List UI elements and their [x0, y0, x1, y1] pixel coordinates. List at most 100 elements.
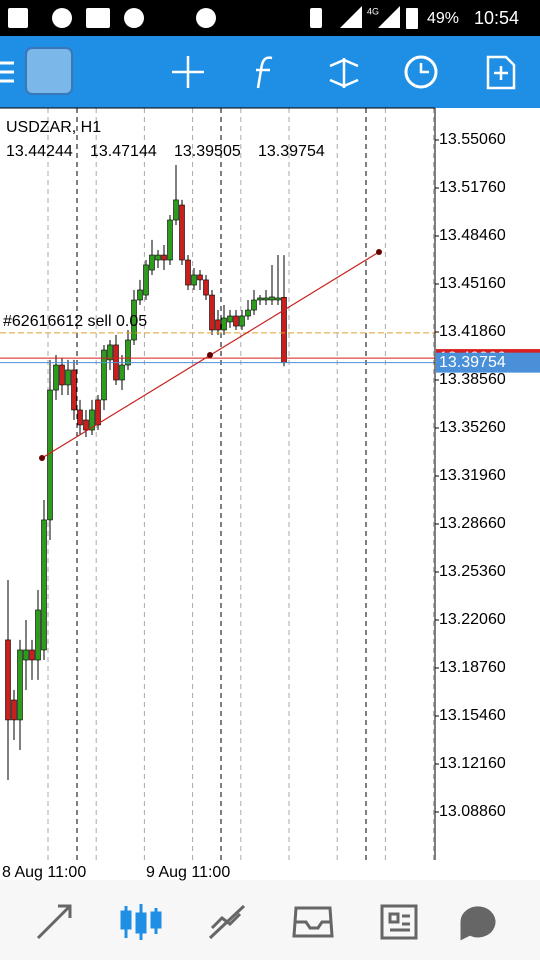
candle-body — [209, 294, 215, 331]
y-tick-label: 13.35260 — [439, 419, 506, 436]
candle-body — [53, 364, 59, 391]
candle-body — [29, 649, 35, 661]
candle-body — [215, 319, 221, 331]
x-tick-label: 9 Aug 11:00 — [146, 864, 230, 881]
network-type: 4G — [367, 6, 379, 16]
menu-button[interactable] — [0, 61, 14, 83]
ohlc-value: 13.39505 — [174, 143, 241, 160]
y-tick-label: 13.22060 — [439, 611, 506, 628]
y-tick-label: 13.41860 — [439, 323, 506, 340]
candle-body — [107, 344, 113, 361]
x-tick-label: 8 Aug 11:00 — [2, 864, 86, 881]
timeframe-button[interactable] — [404, 55, 438, 89]
candle-body — [125, 339, 131, 366]
y-tick-label: 13.31960 — [439, 467, 506, 484]
chart — [0, 108, 540, 860]
candle-body — [245, 309, 251, 317]
ohlc-value: 13.44244 — [6, 143, 73, 160]
candle-body — [71, 369, 77, 411]
candle-body — [281, 297, 287, 363]
candle-body — [167, 219, 173, 261]
y-tick-label: 13.55060 — [439, 131, 506, 148]
nav-quotes[interactable] — [36, 904, 72, 940]
status-icons — [8, 6, 418, 29]
candle-body — [131, 299, 137, 341]
candle-body — [119, 364, 125, 381]
candle-body — [95, 399, 101, 426]
trend-anchor[interactable] — [207, 352, 213, 358]
candle-body — [185, 259, 191, 286]
bid-price-box — [436, 352, 540, 373]
trend-anchor[interactable] — [376, 249, 382, 255]
nav-history[interactable] — [292, 906, 334, 938]
candle-body — [83, 419, 89, 431]
candle-body — [263, 297, 269, 301]
candle-body — [155, 254, 161, 261]
candle-body — [23, 649, 29, 661]
battery-level: 49% — [427, 10, 459, 27]
candle-body — [191, 274, 197, 286]
candle-body — [89, 409, 95, 431]
indicators-button[interactable] — [256, 56, 273, 89]
candle-body — [41, 519, 47, 651]
trade-button[interactable] — [329, 58, 359, 88]
bottom-nav — [0, 880, 540, 960]
y-tick-label: 13.25360 — [439, 563, 506, 580]
candle-body — [179, 204, 185, 261]
order-label: #62616612 sell 0.05 — [3, 313, 147, 330]
crosshair-button[interactable] — [172, 56, 204, 88]
candle-body — [227, 315, 233, 323]
candle-body — [17, 649, 23, 721]
candle-body — [221, 317, 227, 331]
candle-body — [233, 315, 239, 327]
candle-body — [77, 409, 83, 426]
y-tick-label: 13.28660 — [439, 515, 506, 532]
nav-news[interactable] — [380, 904, 418, 940]
nav-icons — [36, 904, 496, 941]
y-tick-label: 13.51760 — [439, 179, 506, 196]
candle-body — [47, 389, 53, 521]
candle-body — [173, 199, 179, 221]
candle-body — [239, 315, 245, 327]
chart-area — [0, 108, 540, 860]
candle-body — [203, 279, 209, 296]
candle-body — [5, 639, 11, 721]
timeframe-hands — [419, 63, 429, 74]
ohlc-value: 13.39754 — [258, 143, 325, 160]
y-tick-label: 13.08860 — [439, 803, 506, 820]
candle-body — [143, 264, 149, 296]
overlay — [39, 249, 382, 461]
clock: 10:54 — [474, 8, 519, 28]
candle-body — [11, 699, 17, 721]
new-order-button[interactable] — [486, 55, 516, 90]
candle-body — [161, 254, 167, 261]
candle-body — [197, 274, 203, 281]
candle-body — [35, 609, 41, 661]
chart-title: USDZAR, H1 — [6, 119, 101, 136]
candle-body — [251, 299, 257, 311]
y-tick-label: 13.18760 — [439, 659, 506, 676]
toolbar-icons — [0, 47, 516, 95]
nav-chat[interactable] — [460, 906, 496, 941]
bid-price-label: 13.39754 — [439, 354, 506, 371]
candle-body — [257, 297, 263, 301]
y-tick-label: 13.12160 — [439, 755, 506, 772]
y-tick-label: 13.15460 — [439, 707, 506, 724]
candle-body — [59, 364, 65, 386]
trend-anchor[interactable] — [39, 455, 45, 461]
y-tick-label: 13.38560 — [439, 371, 506, 388]
y-tick-label: 13.45160 — [439, 275, 506, 292]
ohlc-value: 13.47144 — [90, 143, 157, 160]
candle-body — [65, 369, 71, 386]
nav-trade[interactable] — [208, 904, 246, 940]
y-tick-label: 13.48460 — [439, 227, 506, 244]
candle-body — [137, 289, 143, 301]
app-logo[interactable] — [25, 47, 73, 95]
candle-body — [101, 349, 107, 401]
candle-body — [269, 296, 275, 301]
candle-body — [275, 297, 281, 301]
toolbar — [0, 36, 540, 108]
nav-chart[interactable] — [120, 904, 162, 940]
candle-body — [149, 254, 155, 271]
